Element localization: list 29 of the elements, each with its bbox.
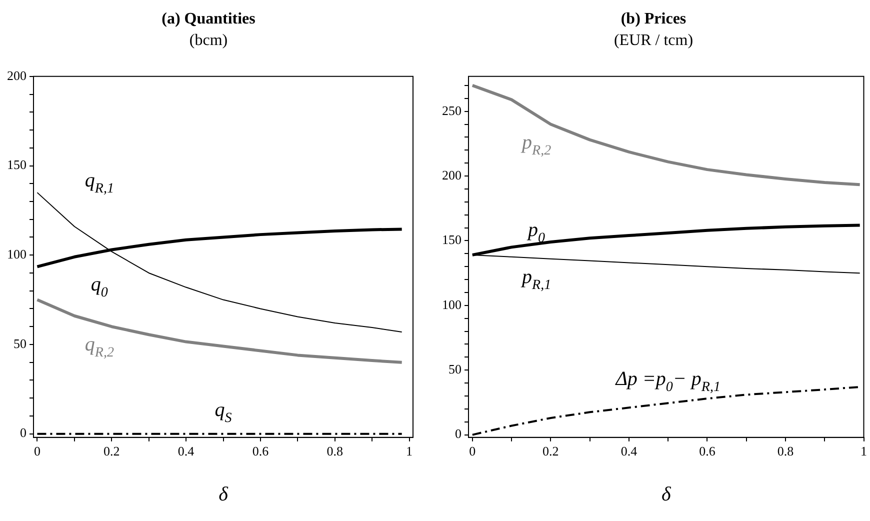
- chart-title: (a) Quantities: [162, 10, 256, 28]
- x-tick-label: 0.6: [699, 444, 716, 459]
- y-tick-label: 100: [442, 296, 462, 312]
- x-tick-label: 1: [406, 444, 413, 459]
- y-tick-label: 150: [442, 232, 462, 248]
- x-tick-label: 0.2: [542, 444, 559, 459]
- chart-subtitle: (bcm): [189, 32, 228, 50]
- x-tick-label: 0.4: [178, 444, 195, 459]
- x-tick-label: 0: [469, 444, 476, 459]
- x-tick-label: 0.2: [104, 444, 120, 459]
- y-tick-label: 50: [14, 336, 26, 351]
- y-tick-label: 50: [448, 362, 462, 377]
- x-tick-label: 0.4: [620, 444, 638, 459]
- chart-title: (b) Prices: [620, 10, 686, 28]
- x-tick-label: 0.8: [777, 444, 794, 459]
- x-axis-title: δ: [218, 483, 229, 506]
- x-tick-label: 0.8: [326, 444, 343, 459]
- x-tick-label: 0: [34, 444, 40, 459]
- y-tick-label: 250: [442, 102, 462, 118]
- x-tick-label: 1: [860, 444, 867, 459]
- x-tick-label: 0.6: [252, 444, 270, 459]
- x-axis-title: δ: [661, 483, 672, 506]
- chart-subtitle: (EUR / tcm): [614, 32, 694, 50]
- y-tick-label: 200: [7, 68, 26, 83]
- y-tick-label: 0: [20, 425, 26, 440]
- y-tick-label: 0: [455, 426, 462, 442]
- y-tick-label: 200: [442, 167, 462, 182]
- y-tick-label: 150: [7, 157, 26, 172]
- y-tick-label: 100: [7, 246, 26, 262]
